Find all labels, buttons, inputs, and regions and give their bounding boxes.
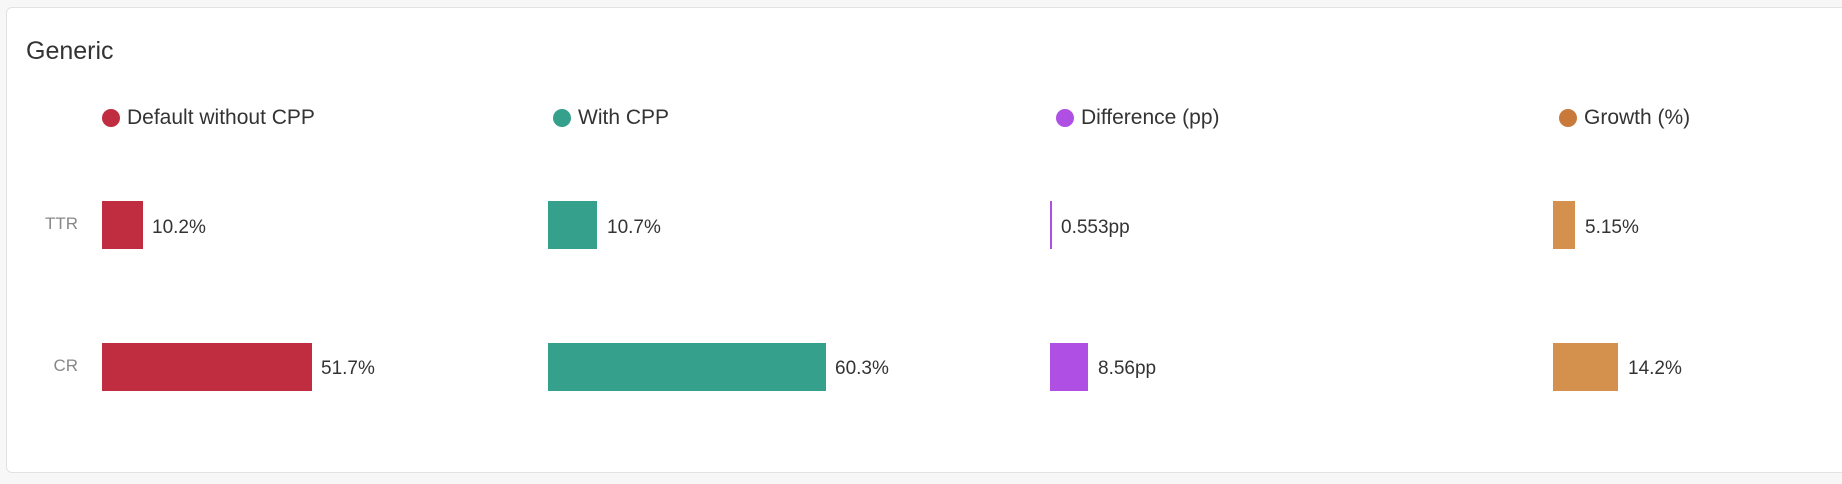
legend-item-growth[interactable]: Growth (%) — [1559, 106, 1690, 130]
legend-dot-icon — [1056, 109, 1074, 127]
bar-value-label: 10.2% — [152, 217, 206, 238]
bar-growth-ttr[interactable] — [1553, 201, 1575, 249]
bar-with-cpp-ttr[interactable] — [548, 201, 597, 249]
bar-value-label: 14.2% — [1628, 358, 1682, 379]
row-label-ttr: TTR — [44, 214, 78, 233]
chart-panel: Generic — [6, 7, 1842, 473]
bar-growth-cr[interactable] — [1553, 343, 1618, 391]
legend-label: With CPP — [578, 106, 670, 129]
legend-item-default[interactable]: Default without CPP — [102, 106, 315, 130]
bar-value-label: 51.7% — [321, 358, 375, 379]
legend-label: Default without CPP — [127, 106, 315, 129]
bar-value-label: 5.15% — [1585, 217, 1639, 238]
legend-dot-icon — [102, 109, 120, 127]
bar-value-label: 60.3% — [835, 358, 889, 379]
row-label-cr: CR — [53, 356, 78, 375]
legend-dot-icon — [1559, 109, 1577, 127]
legend-label: Growth (%) — [1584, 106, 1691, 129]
panel-title: Generic — [26, 37, 114, 65]
bar-value-label: 10.7% — [607, 217, 661, 238]
legend-dot-icon — [553, 109, 571, 127]
legend-label: Difference (pp) — [1081, 106, 1220, 129]
bar-difference-ttr[interactable] — [1050, 201, 1052, 249]
bar-with-cpp-cr[interactable] — [548, 343, 826, 391]
bar-value-label: 0.553pp — [1061, 217, 1130, 238]
bar-default-cr[interactable] — [102, 343, 312, 391]
bar-value-label: 8.56pp — [1098, 358, 1157, 379]
bar-default-ttr[interactable] — [102, 201, 143, 249]
legend-item-difference[interactable]: Difference (pp) — [1056, 106, 1220, 130]
legend-item-with-cpp[interactable]: With CPP — [553, 106, 669, 130]
bar-difference-cr[interactable] — [1050, 343, 1088, 391]
